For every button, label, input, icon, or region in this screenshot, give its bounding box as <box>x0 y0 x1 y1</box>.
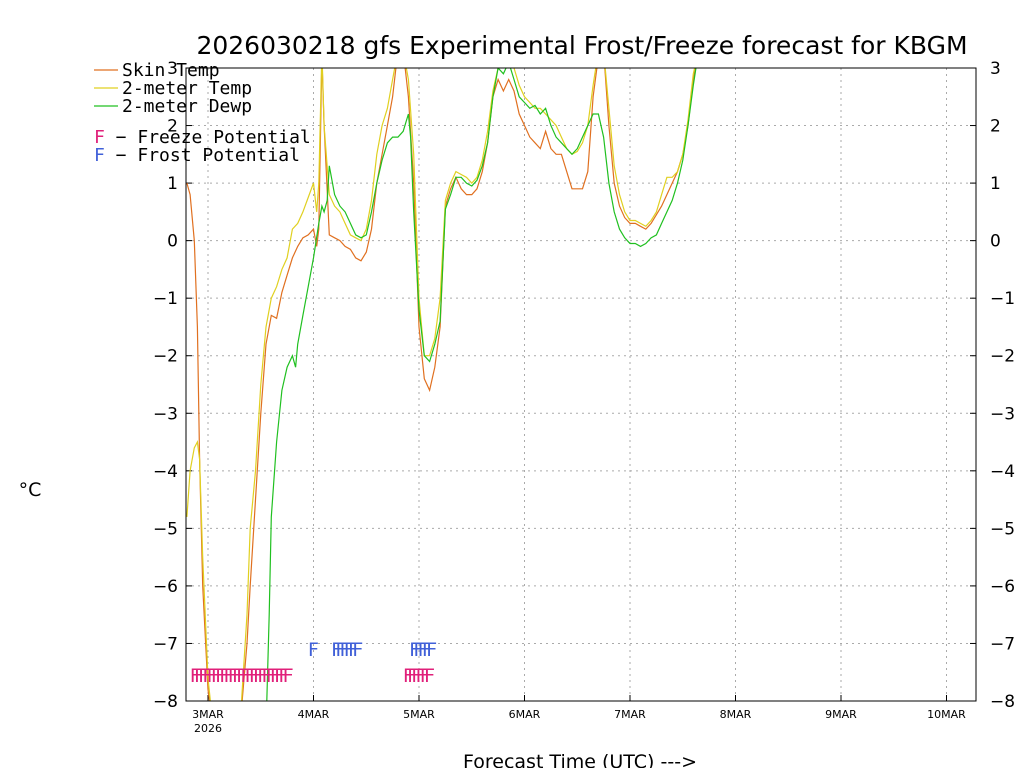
freeze-potential-mark: F <box>266 665 277 687</box>
freeze-potential-mark: F <box>257 665 268 687</box>
potential-legend-entry: F − Freeze Potential <box>94 127 311 148</box>
y-tick-label-right: 0 <box>990 232 1001 252</box>
freeze-potential-mark: F <box>249 665 260 687</box>
freeze-potential-mark: F <box>407 665 418 687</box>
x-tick-sublabel: 2026 <box>194 722 222 735</box>
freeze-potential-mark: F <box>411 665 422 687</box>
chart-title: 2026030218 gfs Experimental Frost/Freeze… <box>196 31 967 60</box>
freeze-potential-mark: F <box>424 665 435 687</box>
y-tick-label-right: −6 <box>990 577 1015 597</box>
y-tick-label-right: −4 <box>990 462 1015 482</box>
freeze-potential-mark: F <box>228 665 239 687</box>
frost-potential-mark: F <box>414 639 425 661</box>
x-tick-label: 4MAR <box>298 708 330 721</box>
freeze-potential-mark: F <box>283 665 294 687</box>
freeze-potential-mark: F <box>416 665 427 687</box>
frost-potential-mark: F <box>352 639 363 661</box>
y-tick-label-left: 3 <box>167 59 178 79</box>
freeze-potential-mark: F <box>241 665 252 687</box>
frost-potential-mark: F <box>422 639 433 661</box>
x-tick-label: 3MAR <box>192 708 224 721</box>
frost-potential-mark: F <box>308 639 319 661</box>
frost-potential-mark: F <box>340 639 351 661</box>
y-tick-label-right: 2 <box>990 117 1001 137</box>
y-tick-label-left: −2 <box>153 347 178 367</box>
freeze-potential-mark: F <box>420 665 431 687</box>
x-axis-label: Forecast Time (UTC) ---> <box>463 751 697 768</box>
y-tick-label-right: −5 <box>990 519 1015 539</box>
freeze-potential-mark: F <box>274 665 285 687</box>
x-tick-label: 6MAR <box>509 708 541 721</box>
freeze-potential-mark: F <box>262 665 273 687</box>
y-tick-label-right: −8 <box>990 692 1015 712</box>
legend-label: 2-meter Temp <box>122 78 252 99</box>
freeze-potential-mark: F <box>253 665 264 687</box>
freeze-potential-mark: F <box>270 665 281 687</box>
frost-potential-mark: F <box>418 639 429 661</box>
frost-potential-mark: F <box>348 639 359 661</box>
y-axis-label: °C <box>19 479 42 501</box>
freeze-potential-mark: F <box>403 665 414 687</box>
potential-legend-entry: F − Frost Potential <box>94 145 300 166</box>
legend-label: 2-meter Dewp <box>122 96 252 117</box>
frost-potential-mark: F <box>344 639 355 661</box>
freeze-potential-mark: F <box>245 665 256 687</box>
axis-ticks: −8 −8 −7 −7 −6 −6 −5 −5 −4 −4 −3 −3 −2 −2 −1 −1 0 0 1 1 2 2 3 3… <box>153 59 1015 735</box>
freeze-potential-mark: F <box>194 665 205 687</box>
y-tick-label-right: −1 <box>990 289 1015 309</box>
potential-legend-letter: F <box>94 127 105 148</box>
x-tick-label: 7MAR <box>614 708 646 721</box>
y-tick-label-left: 1 <box>167 174 178 194</box>
y-tick-label-left: −3 <box>153 404 178 424</box>
x-tick-label: 8MAR <box>720 708 752 721</box>
frost-potential-mark: F <box>409 639 420 661</box>
freeze-potential-mark: F <box>236 665 247 687</box>
x-tick-label: 5MAR <box>403 708 435 721</box>
y-tick-label-right: 3 <box>990 59 1001 79</box>
y-tick-label-left: −6 <box>153 577 178 597</box>
gridlines <box>186 68 976 701</box>
y-tick-label-right: −3 <box>990 404 1015 424</box>
y-tick-label-right: −2 <box>990 347 1015 367</box>
freeze-potential-mark: F <box>278 665 289 687</box>
freeze-potential-mark: F <box>219 665 230 687</box>
y-tick-label-left: −7 <box>153 634 178 654</box>
series-2-meter-temp <box>186 68 696 701</box>
y-tick-label-left: 2 <box>167 117 178 137</box>
x-tick-label: 9MAR <box>825 708 857 721</box>
y-tick-label-right: −7 <box>990 634 1015 654</box>
y-tick-label-left: −8 <box>153 692 178 712</box>
freeze-potential-mark: F <box>203 665 214 687</box>
freeze-potential-mark: F <box>198 665 209 687</box>
freeze-potential-mark: F <box>215 665 226 687</box>
freeze-potential-mark: F <box>232 665 243 687</box>
freeze-potential-mark: F <box>190 665 201 687</box>
frost-potential-mark: F <box>331 639 342 661</box>
x-tick-label: 10MAR <box>927 708 966 721</box>
data-series <box>186 68 697 701</box>
potential-legend-text: − Frost Potential <box>105 145 300 166</box>
legend-label: Skin Temp <box>122 60 220 81</box>
y-tick-label-left: −5 <box>153 519 178 539</box>
freeze-potential-mark: F <box>207 665 218 687</box>
y-tick-label-left: −4 <box>153 462 178 482</box>
series-2-meter-dewp <box>266 68 697 701</box>
y-tick-label-left: −1 <box>153 289 178 309</box>
frost-potential-mark: F <box>335 639 346 661</box>
y-tick-label-right: 1 <box>990 174 1001 194</box>
potential-legend-letter: F <box>94 145 105 166</box>
frost-potential-mark: F <box>426 639 437 661</box>
plot-frame <box>185 67 977 702</box>
freeze-potential-mark: F <box>211 665 222 687</box>
potential-legend-text: − Freeze Potential <box>105 127 311 148</box>
freeze-potential-mark: F <box>224 665 235 687</box>
y-tick-label-left: 0 <box>167 232 178 252</box>
